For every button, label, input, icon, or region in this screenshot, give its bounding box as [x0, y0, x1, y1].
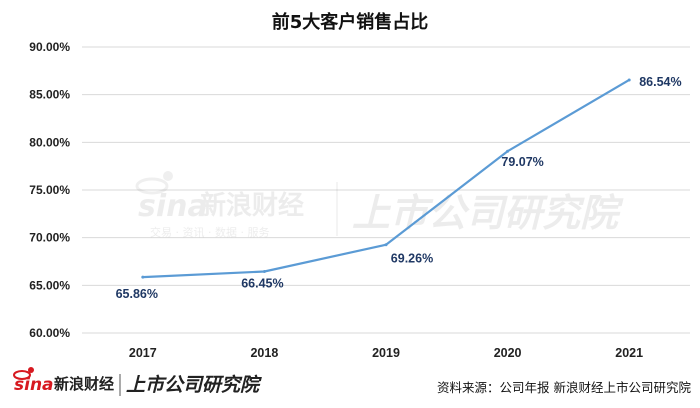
x-tick-label: 2017 — [129, 346, 157, 360]
data-labels: 65.86% 66.45% 69.26% 79.07% 86.54% — [116, 75, 682, 301]
y-tick-label: 80.00% — [29, 135, 70, 149]
data-label: 66.45% — [241, 277, 283, 291]
y-tick-label: 90.00% — [29, 40, 70, 54]
sina-eye-logo — [135, 171, 173, 195]
data-label: 79.07% — [501, 155, 543, 169]
data-point — [384, 243, 388, 247]
footer-sina-eye-logo — [13, 367, 34, 380]
y-tick-label: 65.00% — [29, 278, 70, 292]
chart-title: 前5大客户销售占比 — [272, 11, 429, 33]
x-tick-label: 2018 — [250, 346, 278, 360]
x-tick-label: 2019 — [372, 346, 400, 360]
data-label: 69.26% — [391, 252, 433, 266]
watermark-institute: 上市公司研究院 — [352, 191, 624, 235]
watermark-tagline: 交易 · 资讯 · 数据 · 服务 — [150, 225, 269, 239]
sina-watermark: sina 新浪财经 交易 · 资讯 · 数据 · 服务 上市公司研究院 — [135, 171, 624, 239]
x-tick-label: 2020 — [494, 346, 522, 360]
series-line — [142, 79, 630, 279]
footer-sina-logo: sina — [14, 375, 54, 395]
footer: sina 新浪财经 上市公司研究院 资料来源：公司年报 新浪财经上市公司研究院 — [13, 367, 691, 396]
data-point — [627, 78, 631, 82]
y-axis-ticks: 60.00% 65.00% 70.00% 75.00% 80.00% 85.00% 90.0… — [29, 40, 70, 340]
watermark-brand: 新浪财经 — [200, 190, 304, 221]
source-note: 资料来源：公司年报 新浪财经上市公司研究院 — [437, 380, 691, 395]
footer-institute: 上市公司研究院 — [126, 374, 262, 396]
watermark-sina-logo: sina — [138, 189, 208, 224]
data-point — [262, 270, 266, 274]
data-point — [506, 149, 510, 153]
y-tick-label: 60.00% — [29, 326, 70, 340]
y-tick-label: 70.00% — [29, 231, 70, 245]
data-label: 86.54% — [639, 75, 681, 89]
x-axis-ticks: 2017 2018 2019 2020 2021 — [129, 346, 643, 360]
y-tick-label: 75.00% — [29, 183, 70, 197]
x-tick-label: 2021 — [615, 346, 643, 360]
y-tick-label: 85.00% — [29, 88, 70, 102]
data-point — [141, 275, 145, 279]
gridlines — [82, 46, 690, 334]
data-label: 65.86% — [116, 287, 158, 301]
data-points — [141, 78, 631, 279]
footer-brand: 新浪财经 — [54, 375, 114, 393]
